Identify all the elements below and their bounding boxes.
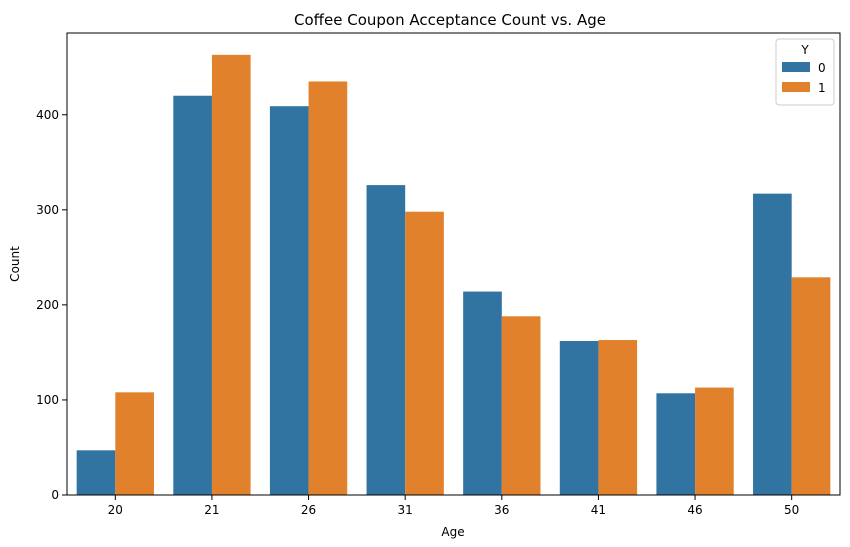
bar-46-y1 <box>695 387 734 495</box>
x-axis-label: Age <box>441 525 464 539</box>
bar-41-y1 <box>598 340 638 495</box>
y-tick-label: 400 <box>36 108 59 122</box>
bar-20-y0 <box>76 450 116 495</box>
y-tick-label: 200 <box>36 298 59 312</box>
x-tick-label: 50 <box>784 503 799 517</box>
x-tick-label: 41 <box>591 503 606 517</box>
bar-21-y1 <box>211 54 251 496</box>
legend-swatch-1 <box>782 82 810 92</box>
x-tick-label: 46 <box>687 503 702 517</box>
x-tick-label: 36 <box>494 503 509 517</box>
x-axis-ticks: 20 21 26 31 36 41 46 50 <box>108 495 799 517</box>
y-axis-label: Count <box>8 246 22 282</box>
legend-label-1: 1 <box>818 81 826 95</box>
bars-group <box>76 54 831 496</box>
bar-26-y1 <box>308 81 348 495</box>
bar-50-y1 <box>791 277 831 495</box>
x-tick-label: 20 <box>108 503 123 517</box>
x-tick-label: 26 <box>301 503 316 517</box>
bar-31-y0 <box>366 185 406 495</box>
bar-50-y0 <box>753 193 792 495</box>
x-tick-label: 21 <box>204 503 219 517</box>
bar-46-y0 <box>656 393 696 495</box>
bar-26-y0 <box>269 106 309 495</box>
legend-swatch-0 <box>782 62 810 72</box>
y-axis-ticks: 0 100 200 300 400 <box>36 108 67 502</box>
bar-36-y0 <box>463 291 502 495</box>
bar-41-y0 <box>559 341 599 495</box>
x-tick-label: 31 <box>398 503 413 517</box>
y-tick-label: 300 <box>36 203 59 217</box>
y-tick-label: 0 <box>51 488 59 502</box>
plot-frame <box>66 32 841 496</box>
bar-36-y1 <box>501 316 541 495</box>
bar-31-y1 <box>405 211 444 495</box>
legend-label-0: 0 <box>818 61 826 75</box>
bar-20-y1 <box>115 392 154 495</box>
chart-title: Coffee Coupon Acceptance Count vs. Age <box>294 11 606 29</box>
bar-21-y0 <box>173 95 212 496</box>
legend-title: Y <box>800 43 809 57</box>
legend: Y0 1 <box>775 38 835 106</box>
y-tick-label: 100 <box>36 393 59 407</box>
